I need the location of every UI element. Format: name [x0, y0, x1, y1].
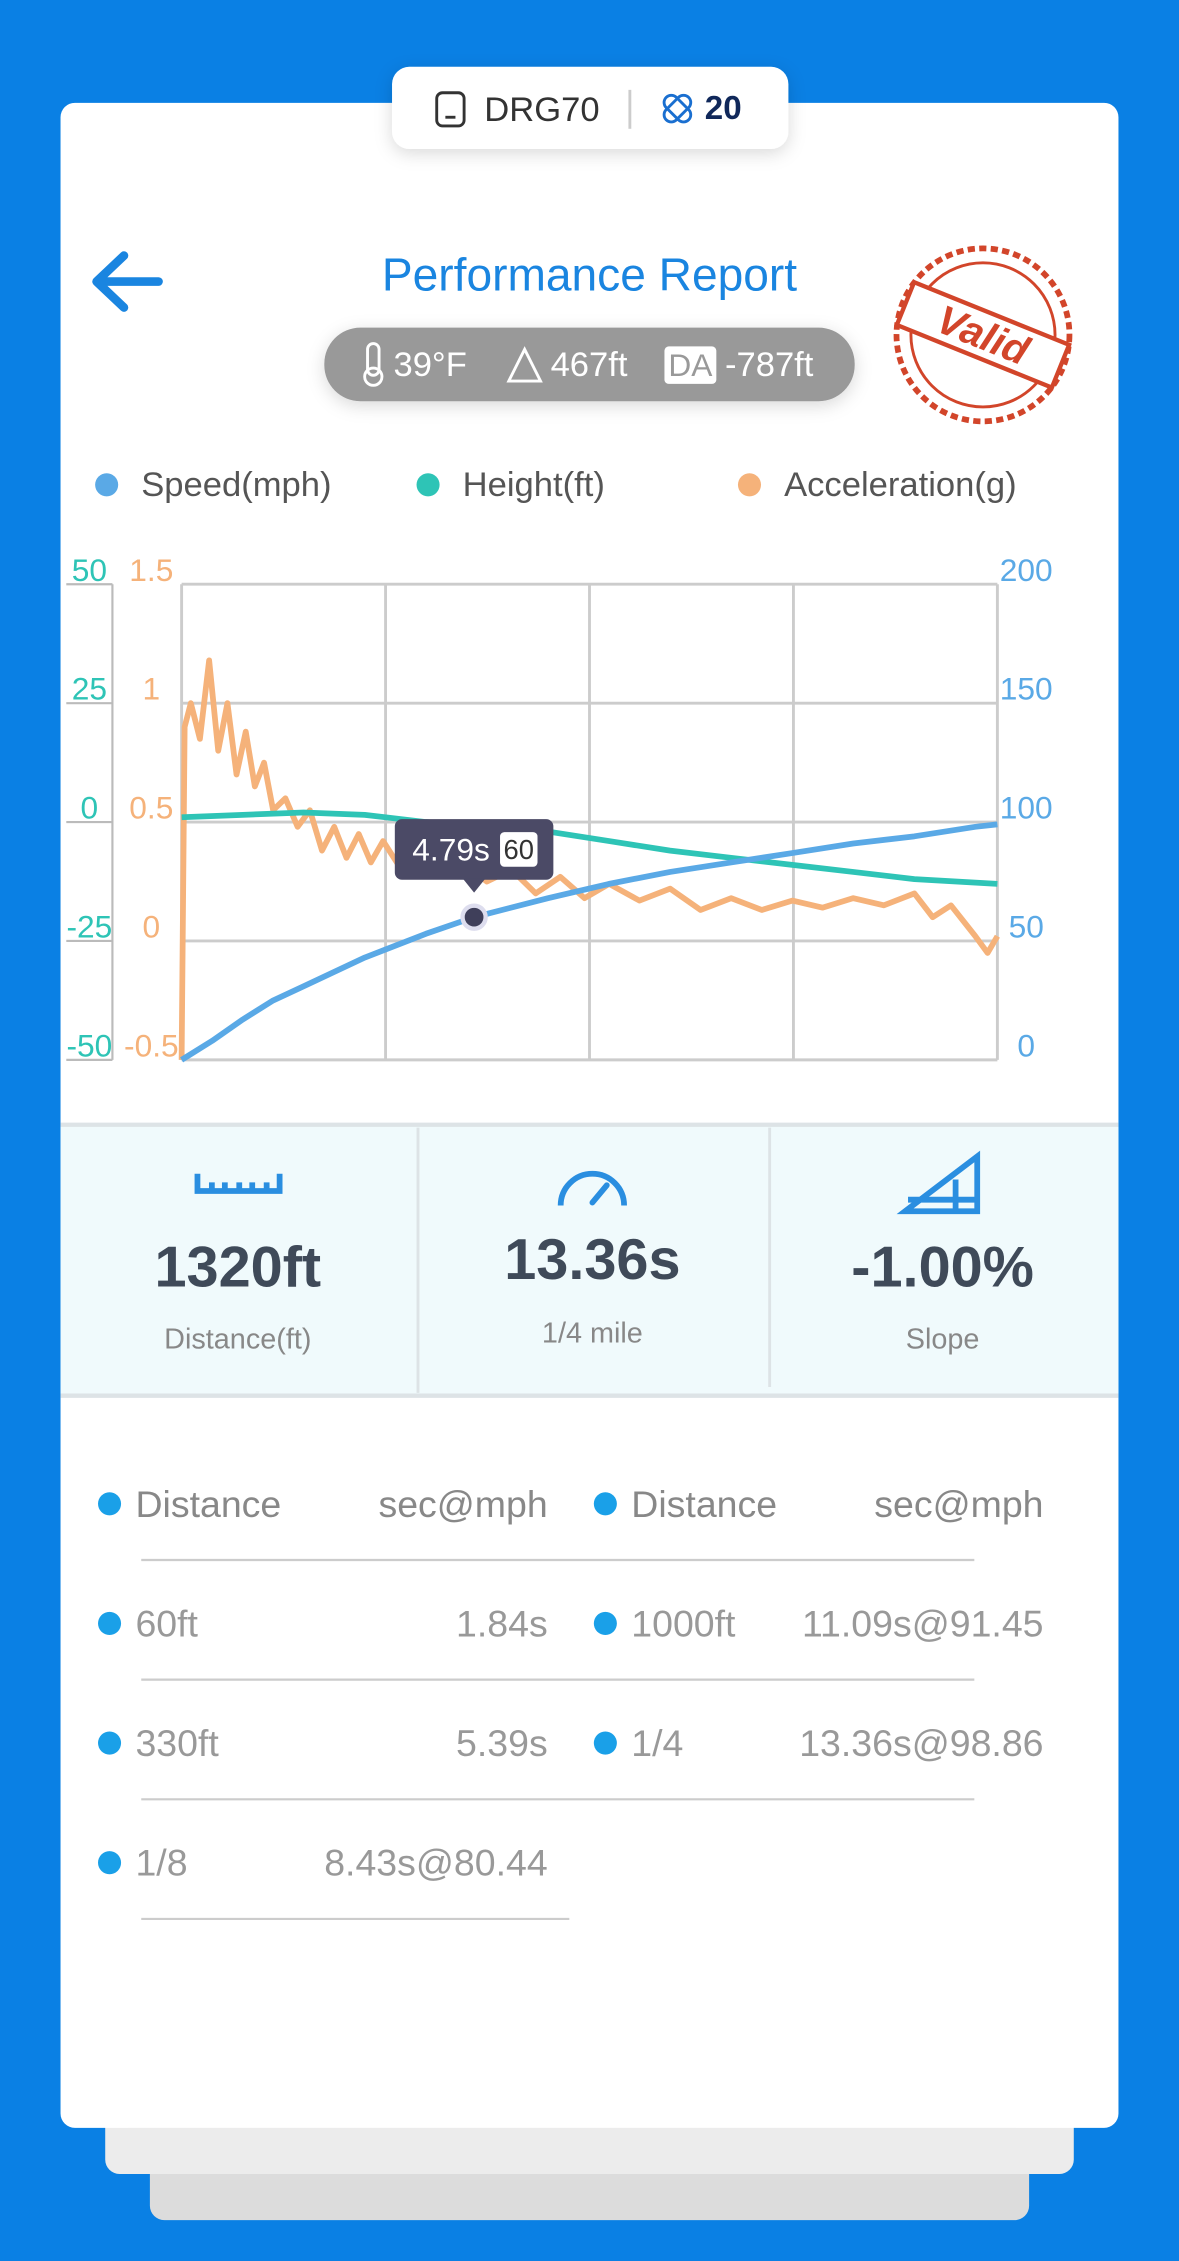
row-dot [98, 1611, 122, 1635]
y2-tick-label: 50 [1009, 909, 1044, 945]
y3-tick-label: 1 [143, 671, 161, 707]
altitude: 467ft [551, 346, 628, 384]
conditions-bg [324, 327, 855, 402]
tooltip-label: 4.79s [412, 831, 490, 867]
cell-distance: 1000ft [631, 1602, 736, 1644]
y3-tick-label: 1.5 [129, 552, 173, 588]
stamp-band [894, 279, 1072, 391]
y-tick-label: 25 [72, 671, 107, 707]
legend-label: Acceleration(g) [784, 466, 1017, 504]
gauge-needle [589, 1182, 610, 1206]
count-icon-shape [662, 93, 693, 124]
back-arrow [92, 251, 163, 312]
y-tick-label: 0 [81, 790, 99, 826]
cell-distance: 330ft [135, 1722, 219, 1764]
thermometer-icon [363, 366, 384, 387]
cell-time: 13.36s@98.86 [799, 1722, 1043, 1764]
legend-marker [737, 473, 762, 497]
device-icon [435, 91, 466, 128]
tooltip-value-badge [500, 832, 538, 867]
thermometer-icon [366, 342, 381, 377]
legend: Speed(mph) Height(ft) Acceleration(g) [95, 466, 1017, 504]
tooltip-pointer [462, 878, 486, 893]
row-dot [98, 1731, 122, 1755]
stat-label: 1/4 mile [542, 1318, 643, 1350]
stat-value: 1320ft [155, 1235, 322, 1299]
tooltip-value: 60 [504, 834, 534, 865]
cell-time: 8.43s@80.44 [324, 1842, 547, 1884]
y2-tick-label: 200 [1000, 552, 1053, 588]
temperature: 39°F [393, 346, 466, 384]
device-pill[interactable]: DRG70 20 [392, 66, 789, 149]
y-tick-label: -50 [66, 1027, 112, 1063]
stat-label: Distance(ft) [164, 1323, 311, 1355]
cell-distance: 60ft [135, 1602, 198, 1644]
y3-tick-label: -0.5 [124, 1027, 179, 1063]
da-badge [664, 346, 717, 384]
stat-value: 13.36s [504, 1228, 680, 1292]
chart: -50 -25 0 25 50 -0.5 0 0.5 1 1.5 0 50 100 150 200 4.79s… [66, 552, 1053, 1063]
legend-label: Speed(mph) [141, 466, 331, 504]
stamp-ring [893, 245, 1073, 425]
row-dot [98, 1492, 122, 1516]
legend-marker [416, 473, 440, 497]
count-icon [662, 93, 693, 124]
y-tick-label: -25 [66, 909, 112, 945]
y3-tick-label: 0.5 [129, 790, 173, 826]
slope-icon [896, 1150, 981, 1215]
cell-distance: 1/4 [631, 1722, 683, 1764]
altitude-icon [506, 346, 543, 383]
stats-panel [60, 1124, 1119, 1396]
gauge-icon [557, 1170, 627, 1206]
row-dot [98, 1851, 122, 1875]
cell-time: 11.09s@91.45 [802, 1602, 1044, 1644]
page-title: Performance Report [382, 248, 797, 300]
device-pill-bg [392, 66, 789, 149]
cell-distance: Distance [135, 1483, 281, 1525]
tooltip-point [460, 903, 488, 931]
series-line [180, 821, 998, 1063]
count-icon-shape [662, 93, 693, 124]
stamp-ring [909, 261, 1057, 409]
cell-time: sec@mph [378, 1483, 547, 1525]
y-tick-label: 50 [72, 552, 107, 588]
ruler-icon [194, 1173, 283, 1194]
stat-value: -1.00% [851, 1235, 1034, 1299]
stat-label: Slope [906, 1323, 980, 1355]
device-count: 20 [705, 90, 742, 127]
split-table: Distance sec@mph Distance sec@mph 60ft 1.84s 1… [98, 1483, 1044, 1920]
cell-time: sec@mph [874, 1483, 1043, 1525]
conditions-pill: 39°F 467ft DA -787ft [324, 327, 855, 402]
back-button[interactable] [92, 251, 163, 312]
valid-stamp: Valid [893, 245, 1073, 425]
stats: 1320ft Distance(ft) 13.36s 1/4 mile -1.00% Sl… [155, 1228, 1034, 1355]
cell-time: 1.84s [456, 1602, 548, 1644]
y2-tick-label: 150 [1000, 671, 1053, 707]
y2-tick-label: 0 [1017, 1027, 1035, 1063]
legend-label: Height(ft) [463, 466, 605, 504]
row-dot [593, 1731, 617, 1755]
series-line [181, 809, 998, 887]
device-name: DRG70 [484, 91, 599, 129]
cell-time: 5.39s [456, 1722, 548, 1764]
cell-distance: 1/8 [135, 1842, 187, 1884]
y3-tick-label: 0 [143, 909, 161, 945]
cell-distance: Distance [631, 1483, 777, 1525]
y2-tick-label: 100 [1000, 790, 1053, 826]
density-altitude: -787ft [725, 346, 814, 384]
row-dot [593, 1492, 617, 1516]
report-card [60, 102, 1119, 2128]
legend-marker [95, 473, 119, 497]
row-dot [593, 1611, 617, 1635]
da-label: DA [668, 347, 713, 383]
